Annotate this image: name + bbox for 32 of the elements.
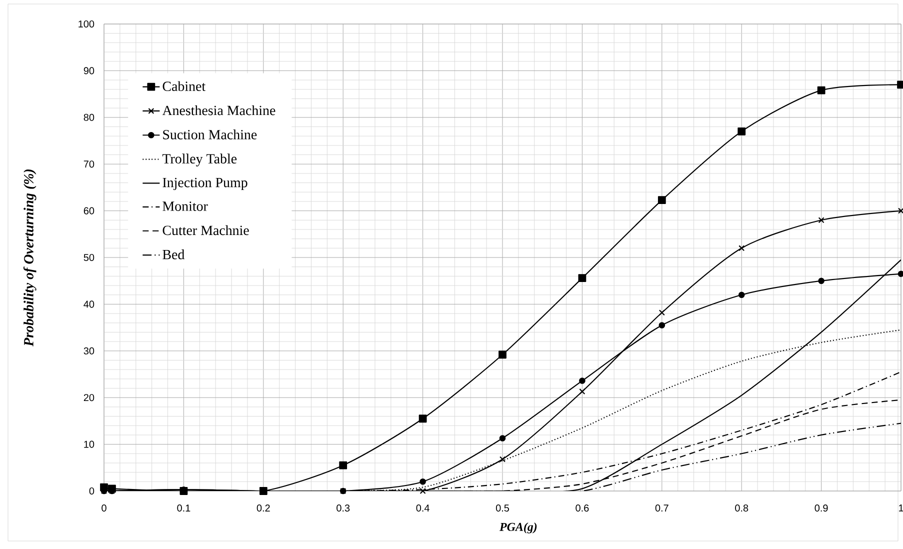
x-tick-label: 0.3 <box>336 504 350 512</box>
legend-label: Injection Pump <box>162 178 248 190</box>
y-tick-label: 30 <box>84 347 94 354</box>
legend-label: Anesthesia Machine <box>162 105 276 116</box>
x-tick-label: 0.1 <box>177 504 190 512</box>
y-tick-label: 50 <box>84 254 94 262</box>
y-tick-label: 70 <box>84 160 94 168</box>
legend-label: Trolley Table <box>162 154 237 166</box>
legend-label: Cabinet <box>162 81 206 92</box>
y-tick-label: 60 <box>84 207 94 214</box>
x-tick-label: 0.2 <box>256 504 270 512</box>
legend-label: Bed <box>162 249 185 260</box>
y-tick-label: 90 <box>84 67 94 74</box>
y-tick-label: 0 <box>89 487 94 495</box>
x-axis-title: PGA(g) <box>500 522 537 534</box>
legend-label: Monitor <box>162 202 208 211</box>
x-tick-label: 0 <box>102 504 106 512</box>
y-tick-label: 10 <box>84 440 94 448</box>
x-tick-label: 0.9 <box>814 504 828 512</box>
x-tick-label: 0.8 <box>735 504 748 512</box>
x-tick-label: 0.4 <box>416 504 430 512</box>
x-tick-label: 1 <box>899 504 903 512</box>
x-tick-label: 0.6 <box>576 504 589 512</box>
x-tick-label: 0.7 <box>655 504 668 512</box>
legend-label: Cutter Machnie <box>162 225 249 236</box>
y-tick-label: 20 <box>84 394 94 402</box>
y-tick-label: 40 <box>84 300 94 308</box>
y-tick-label: 100 <box>78 20 94 28</box>
y-axis-title: Probability of Overturning (%) <box>23 169 36 346</box>
legend-label: Suction Machine <box>163 130 257 140</box>
x-tick-label: 0.5 <box>496 504 510 512</box>
y-tick-label: 80 <box>84 114 94 121</box>
